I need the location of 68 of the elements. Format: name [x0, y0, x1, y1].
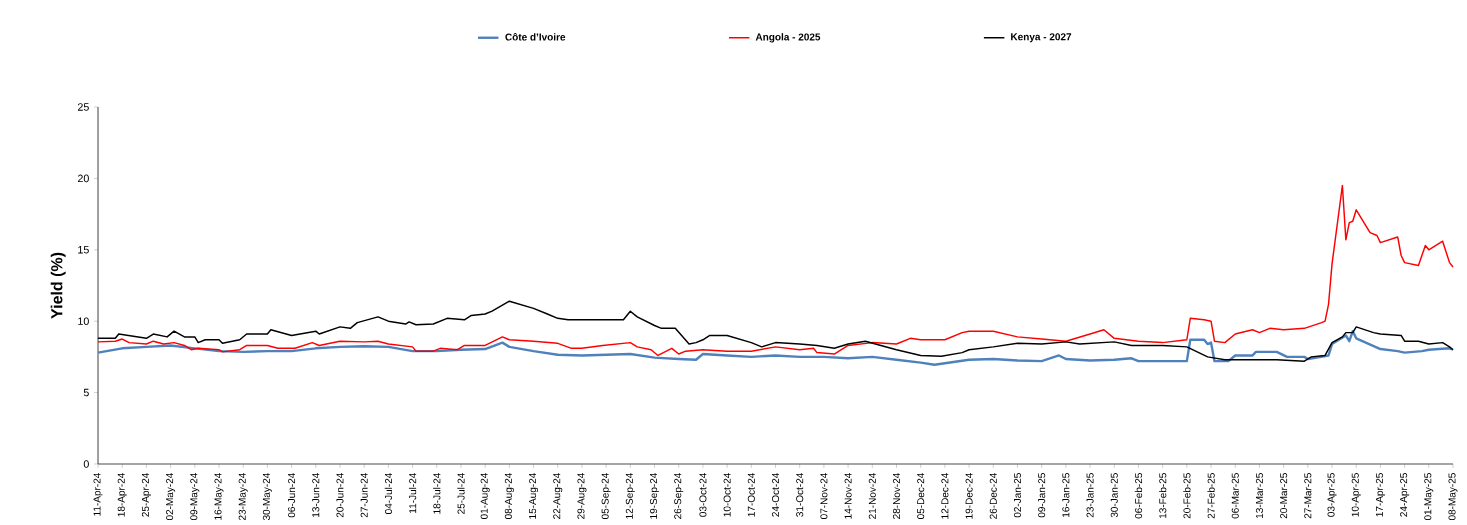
legend-label: Kenya - 2027 [1011, 33, 1072, 43]
x-tick-label: 18-Apr-24 [117, 473, 127, 517]
x-tick-label: 15-Aug-24 [529, 473, 539, 519]
x-tick-label: 03-Oct-24 [699, 473, 707, 517]
x-tick-label: 17-Oct-24 [747, 473, 755, 517]
x-tick-label: 26-Sep-24 [674, 473, 684, 519]
legend-label: Côte d’Ivoire [505, 33, 566, 41]
x-tick-label: 18-Jul-24 [433, 473, 441, 514]
x-tick-label: 08-May-25 [1448, 473, 1458, 521]
x-tick-label: 23-Jan-25 [1086, 473, 1094, 518]
x-tick-label: 08-Aug-24 [504, 473, 514, 520]
x-tick-label: 13-Feb-25 [1158, 473, 1167, 519]
x-tick-label: 30-May-24 [262, 473, 272, 521]
x-tick-label: 16-Jan-25 [1062, 473, 1070, 517]
x-tick-label: 01-Aug-24 [480, 473, 490, 520]
line-series [97, 184, 1454, 357]
y-tick-label: 25 [77, 103, 89, 111]
y-axis-title: Yield (%) [50, 252, 66, 319]
x-tick-label: 13-Mar-25 [1255, 473, 1263, 519]
x-tick-label: 25-Apr-24 [141, 473, 151, 517]
x-tick-label: 11-Jul-24 [408, 473, 417, 513]
x-tick-label: 06-Feb-25 [1134, 473, 1143, 519]
x-tick-label: 14-Nov-24 [844, 473, 852, 519]
x-tick-label: 24-Oct-24 [771, 473, 780, 517]
x-tick-label: 25-Jul-24 [457, 473, 465, 514]
x-tick-label: 27-Feb-25 [1207, 473, 1215, 519]
x-tick-label: 09-May-24 [190, 473, 200, 521]
x-tick-label: 12-Sep-24 [625, 473, 635, 519]
x-tick-label: 13-Jun-24 [312, 473, 320, 517]
y-tick-label: 20 [77, 174, 89, 183]
x-tick-label: 05-Sep-24 [601, 473, 611, 520]
x-tick-label: 20-Jun-24 [336, 473, 344, 518]
x-tick-label: 31-Oct-24 [796, 473, 804, 517]
x-tick-label: 28-Nov-24 [892, 473, 901, 519]
x-tick-label: 07-Nov-24 [820, 473, 828, 520]
x-tick-label: 27-Mar-25 [1304, 473, 1312, 519]
x-tick-label: 03-Apr-25 [1327, 473, 1337, 517]
x-tick-label: 30-Jan-25 [1110, 473, 1118, 518]
y-tick-label: 5 [83, 388, 89, 397]
x-tick-label: 20-Feb-25 [1183, 473, 1191, 519]
x-tick-label: 21-Nov-24 [868, 473, 876, 519]
y-tick-label: 0 [83, 460, 89, 468]
x-tick-label: 02-May-24 [166, 473, 176, 521]
x-tick-label: 12-Dec-24 [941, 473, 949, 519]
x-tick-label: 02-Jan-25 [1013, 473, 1022, 518]
legend-label: Angola - 2025 [755, 33, 821, 43]
x-tick-label: 06-Mar-25 [1231, 473, 1239, 519]
x-tick-label: 19-Sep-24 [650, 473, 660, 519]
x-tick-label: 26-Dec-24 [989, 473, 997, 519]
x-tick-label: 01-May-25 [1424, 473, 1434, 521]
x-tick-label: 06-Jun-24 [288, 473, 296, 518]
x-tick-label: 20-Mar-25 [1280, 473, 1288, 519]
x-tick-label: 27-Jun-24 [360, 473, 368, 518]
x-tick-label: 22-Aug-24 [553, 473, 563, 519]
x-tick-label: 05-Dec-24 [917, 473, 925, 520]
x-tick-label: 17-Apr-25 [1375, 473, 1385, 517]
x-tick-label: 11-Apr-24 [93, 473, 103, 516]
y-tick-label: 10 [78, 317, 89, 325]
x-tick-label: 09-Jan-25 [1038, 473, 1046, 518]
x-tick-label: 10-Oct-24 [723, 473, 731, 517]
x-tick-label: 29-Aug-24 [577, 473, 587, 519]
x-tick-label: 10-Apr-25 [1351, 473, 1361, 517]
x-tick-label: 16-May-24 [214, 473, 224, 520]
x-tick-label: 24-Apr-25 [1400, 473, 1410, 517]
x-tick-label: 23-May-24 [238, 473, 248, 521]
x-tick-label: 04-Jul-24 [384, 473, 393, 515]
x-tick-label: 19-Dec-24 [965, 473, 973, 519]
y-tick-label: 15 [78, 246, 89, 254]
